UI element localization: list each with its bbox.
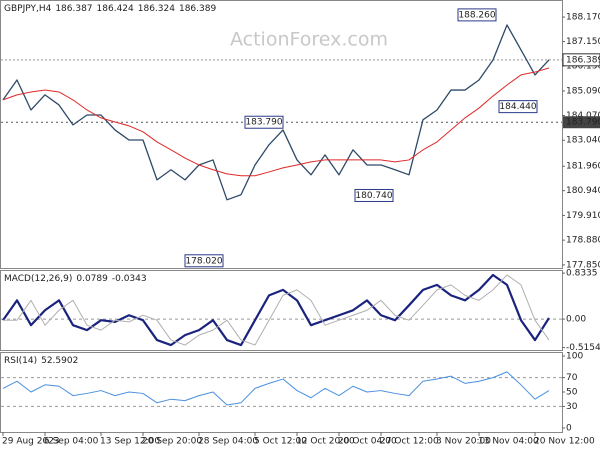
header-value: 186.324 [138,4,175,14]
x-tick-label: 13 Nov 04:00 [478,437,539,447]
annotation-box [244,115,284,129]
annotation-label: 180.740 [355,191,392,201]
y-tick-label: 180.940 [566,186,600,196]
y-tick-label: 70 [566,373,578,383]
x-tick-label: 20 Sep 20:00 [142,437,202,447]
indicator-name: MACD(12,26,9) [4,274,72,284]
x-tick-label: 27 Oct 12:00 [380,437,439,447]
pane-header: MACD(12,26,9) 0.0789 -0.0343 [4,274,147,284]
x-tick-label: 20 Oct 04:00 [338,437,397,447]
annotation-label: 178.020 [185,256,222,266]
x-tick-label: 20 Nov 12:00 [534,437,595,447]
series-line [2,67,550,177]
y-tick-label: 184.070 [566,111,600,121]
header-value: 186.387 [55,4,92,14]
header-value: -0.0343 [112,274,147,284]
pane-header: GBPJPY,H4 186.387 186.424 186.324 186.389 [4,4,216,14]
x-tick-label: 28 Sep 04:00 [198,437,258,447]
pane-frame [0,0,563,269]
y-tick-label: 185.090 [566,87,600,97]
y-tick-label: 50 [566,388,578,398]
series-line [2,24,550,201]
header-value: 186.389 [179,4,216,14]
annotation-box [184,254,224,268]
current-price-label: 186.389 [566,55,600,65]
y-tick-label: 0 [566,423,572,433]
pane-frame [0,270,563,351]
annotation-label: 184.440 [499,102,536,112]
annotation-box [498,100,538,114]
y-tick-label: 187.150 [566,37,600,47]
annotation-box [457,8,497,22]
y-tick-label: 183.040 [566,136,600,146]
x-tick-label: 13 Sep 12:00 [100,437,160,447]
y-tick-label: 186.130 [566,62,600,72]
y-tick-label: 181.960 [566,162,600,172]
y-tick-label: 30 [566,402,578,412]
watermark: ActionForex.com [230,29,388,51]
pane-header: RSI(14) 52.5902 [4,356,78,366]
y-tick-label: 178.880 [566,236,600,246]
y-tick-label: 100 [566,352,583,362]
level-label: 183.790 [566,118,600,128]
y-tick-label: 188.170 [566,13,600,23]
x-tick-label: 6 Sep 04:00 [44,437,99,447]
x-tick-label: 29 Aug 2023 [2,437,60,447]
header-value: 52.5902 [41,356,78,366]
annotation-box [354,188,394,202]
x-tick-label: 3 Nov 20:00 [436,437,491,447]
annotation-label: 188.260 [458,10,495,20]
indicator-name: RSI(14) [4,356,37,366]
indicator-name: GBPJPY,H4 [4,4,52,14]
current-price-box [562,53,600,67]
x-tick-label: 5 Oct 12:00 [254,437,307,447]
x-tick-label: 12 Oct 20:00 [296,437,355,447]
header-value: 0.0789 [76,274,108,284]
level-box [563,116,600,129]
series-line [3,274,550,346]
y-tick-label: 177.850 [566,260,600,270]
y-tick-label: -0.5154 [566,343,600,353]
y-tick-label: 0.00 [566,315,586,325]
header-value: 186.424 [97,4,134,14]
y-tick-label: 0.8335 [566,269,598,279]
series-line [2,273,550,347]
y-tick-label: 179.910 [566,211,600,221]
series-line [2,371,550,406]
annotation-label: 183.790 [245,118,282,128]
